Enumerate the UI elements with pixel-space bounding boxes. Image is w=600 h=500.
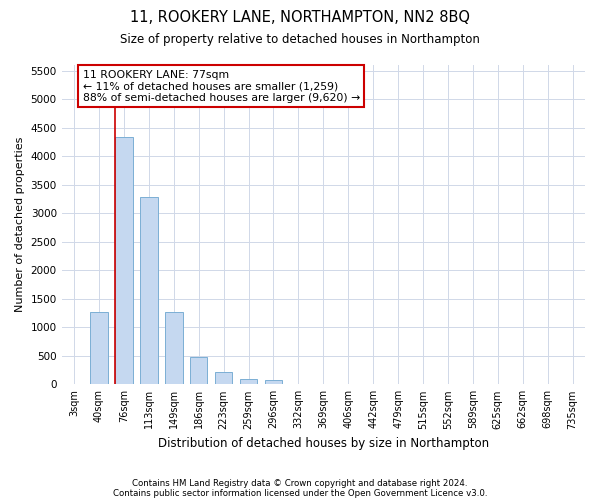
Text: 11 ROOKERY LANE: 77sqm
← 11% of detached houses are smaller (1,259)
88% of semi-: 11 ROOKERY LANE: 77sqm ← 11% of detached… — [83, 70, 360, 103]
Y-axis label: Number of detached properties: Number of detached properties — [15, 137, 25, 312]
Bar — [240, 379, 257, 384]
Text: 11, ROOKERY LANE, NORTHAMPTON, NN2 8BQ: 11, ROOKERY LANE, NORTHAMPTON, NN2 8BQ — [130, 10, 470, 25]
Bar — [265, 380, 282, 384]
Text: Contains public sector information licensed under the Open Government Licence v3: Contains public sector information licen… — [113, 488, 487, 498]
Bar — [215, 372, 232, 384]
Bar — [115, 137, 133, 384]
Text: Size of property relative to detached houses in Northampton: Size of property relative to detached ho… — [120, 32, 480, 46]
Bar — [140, 198, 158, 384]
Bar — [165, 312, 182, 384]
Text: Contains HM Land Registry data © Crown copyright and database right 2024.: Contains HM Land Registry data © Crown c… — [132, 478, 468, 488]
Bar — [91, 312, 108, 384]
X-axis label: Distribution of detached houses by size in Northampton: Distribution of detached houses by size … — [158, 437, 489, 450]
Bar — [190, 357, 208, 384]
